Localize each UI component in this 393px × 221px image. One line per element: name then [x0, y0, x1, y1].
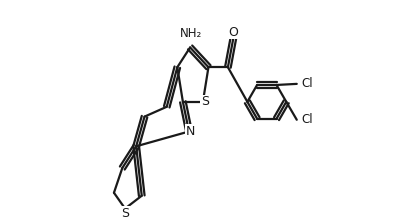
Text: N: N — [186, 125, 195, 138]
Text: S: S — [121, 207, 129, 220]
Text: O: O — [228, 26, 239, 39]
Text: Cl: Cl — [301, 77, 313, 90]
Text: S: S — [201, 95, 209, 108]
Text: Cl: Cl — [301, 113, 313, 126]
Text: NH₂: NH₂ — [180, 27, 202, 40]
